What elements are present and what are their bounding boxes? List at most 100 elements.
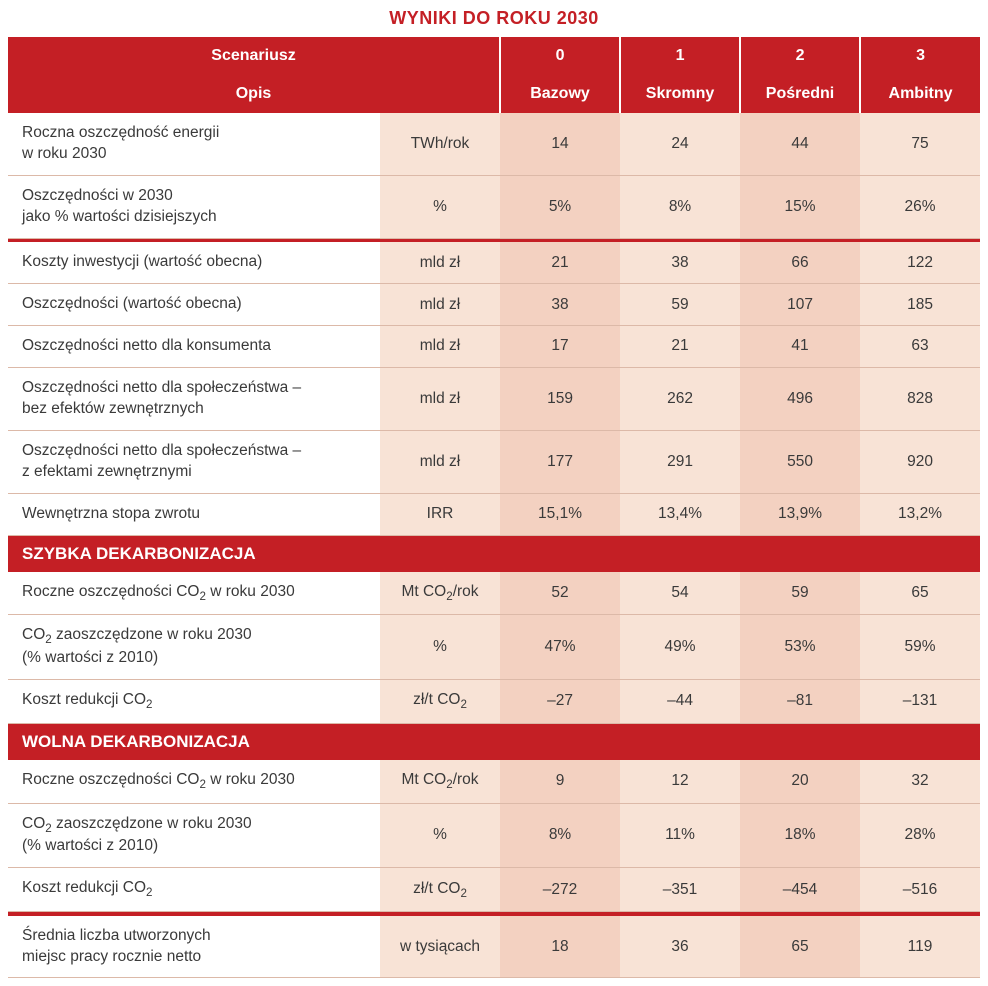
row-value-0: 21 (500, 242, 620, 283)
row-value-0: 17 (500, 326, 620, 368)
row-value-1: 262 (620, 367, 740, 430)
row-value-2: 20 (740, 760, 860, 803)
table-row: Oszczędności (wartość obecna)mld zł38591… (8, 284, 980, 326)
row-value-0: 8% (500, 803, 620, 868)
header-opis-label: Opis (8, 75, 500, 113)
row-value-3: 26% (860, 175, 980, 238)
row-unit: Mt CO2/rok (380, 760, 500, 803)
row-label: Oszczędności netto dla konsumenta (8, 326, 380, 368)
row-value-3: 65 (860, 572, 980, 615)
row-value-2: 550 (740, 430, 860, 493)
row-value-1: 8% (620, 175, 740, 238)
row-label: Oszczędności netto dla społeczeństwa –be… (8, 367, 380, 430)
row-value-1: 54 (620, 572, 740, 615)
header-col-1: 1 (620, 37, 740, 75)
table-row: CO2 zaoszczędzone w roku 2030(% wartości… (8, 803, 980, 868)
row-label: Oszczędności w 2030jako % wartości dzisi… (8, 175, 380, 238)
row-unit: w tysiącach (380, 916, 500, 978)
row-value-1: –44 (620, 680, 740, 724)
row-value-2: 66 (740, 242, 860, 283)
row-label: Roczna oszczędność energiiw roku 2030 (8, 113, 380, 175)
section-header: SZYBKA DEKARBONIZACJA (8, 535, 980, 572)
table-row: Roczna oszczędność energiiw roku 2030TWh… (8, 113, 980, 175)
row-label: CO2 zaoszczędzone w roku 2030(% wartości… (8, 803, 380, 868)
row-unit: % (380, 803, 500, 868)
row-value-3: 13,2% (860, 493, 980, 535)
row-value-1: 59 (620, 284, 740, 326)
row-value-1: 291 (620, 430, 740, 493)
row-value-0: 15,1% (500, 493, 620, 535)
header-name-3: Ambitny (860, 75, 980, 113)
table-row: Średnia liczba utworzonychmiejsc pracy r… (8, 916, 980, 978)
row-value-1: 24 (620, 113, 740, 175)
row-value-1: 21 (620, 326, 740, 368)
row-value-2: 65 (740, 916, 860, 978)
table-row: Oszczędności netto dla konsumentamld zł1… (8, 326, 980, 368)
row-label: Koszty inwestycji (wartość obecna) (8, 242, 380, 283)
row-value-2: –81 (740, 680, 860, 724)
table-row: Oszczędności netto dla społeczeństwa –z … (8, 430, 980, 493)
row-label: Roczne oszczędności CO2 w roku 2030 (8, 760, 380, 803)
header-row-scenario: Scenariusz 0 1 2 3 (8, 37, 980, 75)
section-title: SZYBKA DEKARBONIZACJA (8, 535, 980, 572)
row-unit: TWh/rok (380, 113, 500, 175)
table-row: Koszty inwestycji (wartość obecna)mld zł… (8, 242, 980, 283)
header-col-0: 0 (500, 37, 620, 75)
row-value-0: 9 (500, 760, 620, 803)
row-unit: % (380, 615, 500, 680)
row-value-3: 59% (860, 615, 980, 680)
row-value-3: 122 (860, 242, 980, 283)
row-value-2: 41 (740, 326, 860, 368)
row-value-0: 47% (500, 615, 620, 680)
row-value-2: 53% (740, 615, 860, 680)
row-value-2: 15% (740, 175, 860, 238)
table-row: Roczne oszczędności CO2 w roku 2030Mt CO… (8, 572, 980, 615)
section-header: WOLNA DEKARBONIZACJA (8, 723, 980, 760)
row-value-1: 12 (620, 760, 740, 803)
header-col-2: 2 (740, 37, 860, 75)
row-value-2: 496 (740, 367, 860, 430)
header-name-1: Skromny (620, 75, 740, 113)
row-value-1: 38 (620, 242, 740, 283)
row-label: Koszt redukcji CO2 (8, 680, 380, 724)
row-label: Wewnętrzna stopa zwrotu (8, 493, 380, 535)
row-unit: mld zł (380, 284, 500, 326)
table-row: Oszczędności w 2030jako % wartości dzisi… (8, 175, 980, 238)
row-value-3: 63 (860, 326, 980, 368)
header-name-2: Pośredni (740, 75, 860, 113)
table-title: WYNIKI DO ROKU 2030 (8, 8, 980, 29)
row-label: Średnia liczba utworzonychmiejsc pracy r… (8, 916, 380, 978)
table-row: CO2 zaoszczędzone w roku 2030(% wartości… (8, 615, 980, 680)
table-row: Oszczędności netto dla społeczeństwa –be… (8, 367, 980, 430)
row-value-0: 177 (500, 430, 620, 493)
header-row-names: Opis Bazowy Skromny Pośredni Ambitny (8, 75, 980, 113)
row-unit: mld zł (380, 430, 500, 493)
row-label: Roczne oszczędności CO2 w roku 2030 (8, 572, 380, 615)
row-unit: mld zł (380, 326, 500, 368)
row-unit: Mt CO2/rok (380, 572, 500, 615)
row-value-2: 44 (740, 113, 860, 175)
row-value-3: 119 (860, 916, 980, 978)
row-value-3: 32 (860, 760, 980, 803)
table-row: Koszt redukcji CO2zł/t CO2–27–44–81–131 (8, 680, 980, 724)
row-value-2: 107 (740, 284, 860, 326)
table-row: Wewnętrzna stopa zwrotuIRR15,1%13,4%13,9… (8, 493, 980, 535)
row-value-3: 75 (860, 113, 980, 175)
row-value-3: 828 (860, 367, 980, 430)
row-value-1: 11% (620, 803, 740, 868)
row-value-0: 18 (500, 916, 620, 978)
row-unit: mld zł (380, 242, 500, 283)
row-value-1: 13,4% (620, 493, 740, 535)
row-value-0: –27 (500, 680, 620, 724)
row-label: CO2 zaoszczędzone w roku 2030(% wartości… (8, 615, 380, 680)
row-value-0: 38 (500, 284, 620, 326)
header-col-3: 3 (860, 37, 980, 75)
row-unit: IRR (380, 493, 500, 535)
row-unit: % (380, 175, 500, 238)
results-table: Scenariusz 0 1 2 3 Opis Bazowy Skromny P… (8, 37, 980, 978)
row-value-3: 185 (860, 284, 980, 326)
row-value-2: 13,9% (740, 493, 860, 535)
row-label: Oszczędności (wartość obecna) (8, 284, 380, 326)
row-unit: zł/t CO2 (380, 680, 500, 724)
row-value-1: 49% (620, 615, 740, 680)
